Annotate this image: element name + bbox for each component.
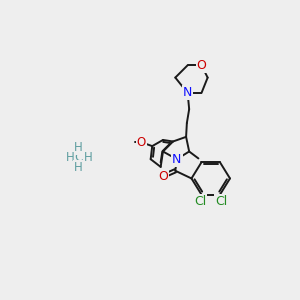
Text: Cl: Cl <box>194 195 206 208</box>
Text: H: H <box>84 151 93 164</box>
Text: H: H <box>74 141 83 154</box>
Text: Cl: Cl <box>215 195 228 208</box>
Text: N: N <box>172 153 182 166</box>
Text: O: O <box>158 169 168 183</box>
Text: H: H <box>74 161 83 174</box>
Text: C: C <box>74 151 83 164</box>
Text: O: O <box>137 136 146 149</box>
Text: O: O <box>196 59 206 72</box>
Text: N: N <box>183 86 192 100</box>
Text: H: H <box>65 151 74 164</box>
